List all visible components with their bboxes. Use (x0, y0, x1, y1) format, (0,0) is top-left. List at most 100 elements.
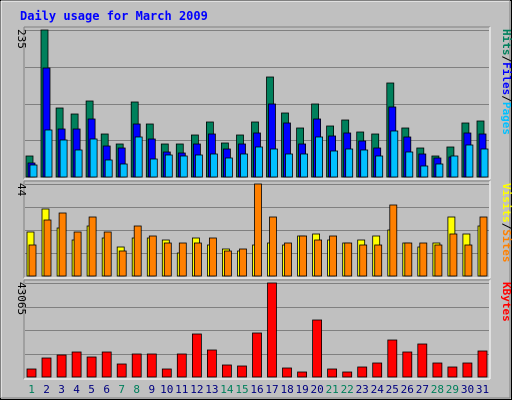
bar-kbytes (131, 353, 142, 378)
bar-pages (194, 154, 203, 178)
day-label: 8 (133, 383, 140, 396)
bar-pages (270, 148, 278, 178)
bar-sites (314, 239, 323, 277)
bar-pages (179, 155, 188, 178)
bar-kbytes (176, 353, 187, 378)
bar-kbytes (71, 351, 82, 378)
bar-pages (59, 139, 68, 178)
bar-kbytes (387, 339, 398, 378)
bar-sites (404, 242, 413, 277)
bar-kbytes (26, 368, 37, 378)
bar-sites (479, 216, 488, 277)
y-max-label-top: 235 (15, 29, 28, 49)
legend-part: / (500, 95, 512, 102)
bar-kbytes (312, 319, 323, 378)
legend-part: Sites (500, 229, 512, 262)
day-label: 15 (235, 383, 248, 396)
side-legend-mid: Visits/Sites (500, 183, 512, 263)
bar-pages (285, 153, 293, 178)
bar-kbytes (357, 366, 368, 378)
day-label: 10 (160, 383, 173, 396)
day-label: 14 (220, 383, 234, 396)
bar-sites (449, 233, 458, 277)
bar-pages (164, 154, 173, 178)
bar-sites (269, 216, 277, 277)
bar-sites (374, 244, 383, 277)
day-label: 5 (88, 383, 95, 396)
day-label: 21 (326, 383, 339, 396)
bar-pages (330, 150, 339, 178)
bar-pages (134, 136, 143, 178)
bar-pages (465, 144, 474, 178)
bar-pages (149, 158, 158, 178)
bar-sites (193, 242, 202, 277)
legend-part: Pages (500, 102, 512, 135)
bar-pages (224, 157, 233, 178)
legend-part: / (500, 223, 512, 230)
day-label: 12 (190, 383, 203, 396)
bar-pages (480, 148, 489, 178)
bar-kbytes (432, 362, 443, 378)
series-kbytes (26, 282, 488, 378)
legend-part: / (500, 56, 512, 63)
day-label: 26 (401, 383, 414, 396)
bar-pages (375, 155, 384, 178)
day-label: 2 (43, 383, 50, 396)
day-label: 9 (148, 383, 155, 396)
day-label: 30 (461, 383, 474, 396)
bar-kbytes (477, 350, 488, 378)
bar-pages (405, 151, 414, 178)
bar-kbytes (372, 362, 383, 378)
bar-pages (390, 130, 399, 178)
y-max-label-bot: 43065 (15, 282, 28, 315)
bar-pages (435, 163, 444, 178)
chart-title: Daily usage for March 2009 (20, 9, 208, 23)
day-label: 19 (295, 383, 308, 396)
bar-pages (315, 136, 324, 178)
day-label: 3 (58, 383, 65, 396)
bar-pages (420, 165, 429, 178)
day-label: 20 (310, 383, 323, 396)
bar-pages (74, 149, 83, 178)
bar-sites (254, 183, 262, 277)
bar-sites (344, 242, 353, 277)
bar-kbytes (161, 368, 172, 378)
bar-pages (450, 155, 459, 178)
day-label: 16 (250, 383, 263, 396)
bar-sites (239, 248, 247, 277)
y-max-label-mid: 44 (15, 183, 28, 197)
day-label: 27 (416, 383, 429, 396)
series-sites (28, 183, 488, 277)
bar-kbytes (447, 366, 458, 378)
bar-kbytes (221, 364, 232, 378)
x-axis-day-labels: 1 2 3 4 5 6 7 8 9 10 11 12 13 14 15 16 17 18 19 20 21 22 23 24 2… (28, 383, 489, 396)
bar-pages (104, 159, 113, 178)
bar-sites (419, 242, 428, 277)
bar-sites (299, 235, 308, 277)
legend-part: KBytes (500, 282, 512, 322)
legend-part: Hits (500, 29, 512, 56)
bar-pages (89, 138, 98, 178)
day-label: 11 (175, 383, 188, 396)
bar-kbytes (462, 362, 473, 378)
day-label: 7 (118, 383, 125, 396)
bar-sites (58, 212, 67, 277)
day-label: 6 (103, 383, 110, 396)
bar-kbytes (252, 332, 262, 378)
bar-kbytes (267, 282, 277, 378)
bar-sites (148, 235, 157, 277)
bar-kbytes (417, 343, 428, 378)
day-label: 4 (73, 383, 80, 396)
bar-sites (88, 216, 97, 277)
bar-pages (300, 153, 309, 178)
day-label: 17 (265, 383, 278, 396)
legend-part: Files (500, 62, 512, 95)
day-label: 1 (28, 383, 35, 396)
bar-sites (43, 219, 52, 277)
bar-kbytes (191, 333, 202, 378)
bar-sites (133, 225, 142, 277)
side-legend-top: Hits/Files/Pages (500, 29, 512, 135)
bar-kbytes (206, 349, 217, 378)
